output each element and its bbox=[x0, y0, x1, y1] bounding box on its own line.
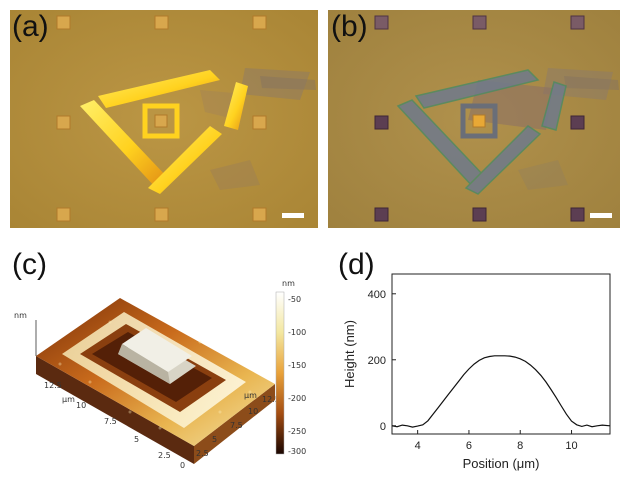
afm-x-tick: 7.5 bbox=[230, 421, 243, 430]
x-tick-label: 6 bbox=[466, 440, 472, 452]
ring-b bbox=[460, 103, 498, 139]
pad-markers-b bbox=[374, 15, 585, 222]
scale-bar-b bbox=[590, 213, 612, 218]
colorbar-tick: -100 bbox=[288, 328, 306, 337]
afm-y-tick: 12.5 bbox=[44, 381, 62, 390]
y-tick-label: 0 bbox=[380, 421, 386, 433]
dim-flakes-b bbox=[396, 69, 567, 195]
ring-a bbox=[142, 103, 180, 139]
y-tick-label: 200 bbox=[368, 355, 386, 367]
x-axis: 4 6 8 10 bbox=[415, 430, 578, 452]
afm-colorbar-unit: nm bbox=[282, 279, 295, 288]
colorbar-tick: -300 bbox=[288, 447, 306, 456]
afm-x-tick: 2.5 bbox=[196, 449, 209, 458]
colorbar-tick: -50 bbox=[288, 295, 301, 304]
micrograph-a-image bbox=[10, 10, 318, 228]
series-line bbox=[391, 355, 611, 428]
afm-y-tick: 5 bbox=[134, 435, 139, 444]
colorbar-tick: -250 bbox=[288, 427, 306, 436]
afm-x-axis: 0 2.5 5 7.5 10 12.5 μm bbox=[180, 391, 280, 470]
panel-label-c: (c) bbox=[12, 248, 47, 281]
panel-label-a: (a) bbox=[12, 10, 49, 43]
afm-y-unit: μm bbox=[62, 395, 75, 404]
afm-x-tick: 12.5 bbox=[262, 395, 280, 404]
afm-x-unit: μm bbox=[244, 391, 257, 400]
micrograph-b-image bbox=[328, 10, 620, 228]
panel-label-d: (d) bbox=[338, 248, 375, 281]
y-tick-label: 400 bbox=[368, 289, 386, 301]
y-axis-label: Height (nm) bbox=[342, 320, 357, 388]
afm-y-axis: 12.5 10 7.5 5 2.5 μm bbox=[44, 381, 171, 460]
afm-y-tick: 7.5 bbox=[104, 417, 117, 426]
pad-markers-a bbox=[56, 15, 267, 222]
panel-label-b: (b) bbox=[331, 10, 368, 43]
plot-frame bbox=[391, 273, 611, 435]
afm-x-tick: 10 bbox=[248, 407, 258, 416]
afm-y-tick: 2.5 bbox=[158, 451, 171, 460]
colorbar-tick: -150 bbox=[288, 361, 306, 370]
x-tick-label: 10 bbox=[565, 440, 577, 452]
x-tick-label: 4 bbox=[415, 440, 421, 452]
x-axis-label: Position (μm) bbox=[463, 456, 540, 471]
height-profile-chart: 4 6 8 10 0 200 400 Position (μm) Height (nm) bbox=[322, 232, 622, 473]
afm-x-tick: 0 bbox=[180, 461, 185, 470]
afm-z-unit: nm bbox=[14, 311, 27, 320]
x-tick-label: 8 bbox=[517, 440, 523, 452]
afm-x-tick: 5 bbox=[212, 435, 217, 444]
chart-svg: 4 6 8 10 0 200 400 Position (μm) Height (nm) bbox=[342, 273, 611, 471]
afm-3d-image: nm 0 2.5 5 7.5 10 12.5 μm 12.5 10 7.5 5 … bbox=[14, 279, 306, 470]
micrograph-a bbox=[10, 10, 318, 228]
y-axis: 0 200 400 bbox=[368, 289, 396, 433]
bright-flakes-a bbox=[80, 70, 248, 194]
afm-3d-view: nm 0 2.5 5 7.5 10 12.5 μm 12.5 10 7.5 5 … bbox=[0, 232, 318, 472]
afm-colorbar bbox=[275, 291, 285, 455]
micrograph-b bbox=[328, 10, 620, 228]
colorbar-tick: -200 bbox=[288, 394, 306, 403]
scale-bar-a bbox=[282, 213, 304, 218]
afm-y-tick: 10 bbox=[76, 401, 86, 410]
afm-colorbar-ticks: -50 -100 -150 -200 -250 -300 bbox=[288, 295, 306, 456]
